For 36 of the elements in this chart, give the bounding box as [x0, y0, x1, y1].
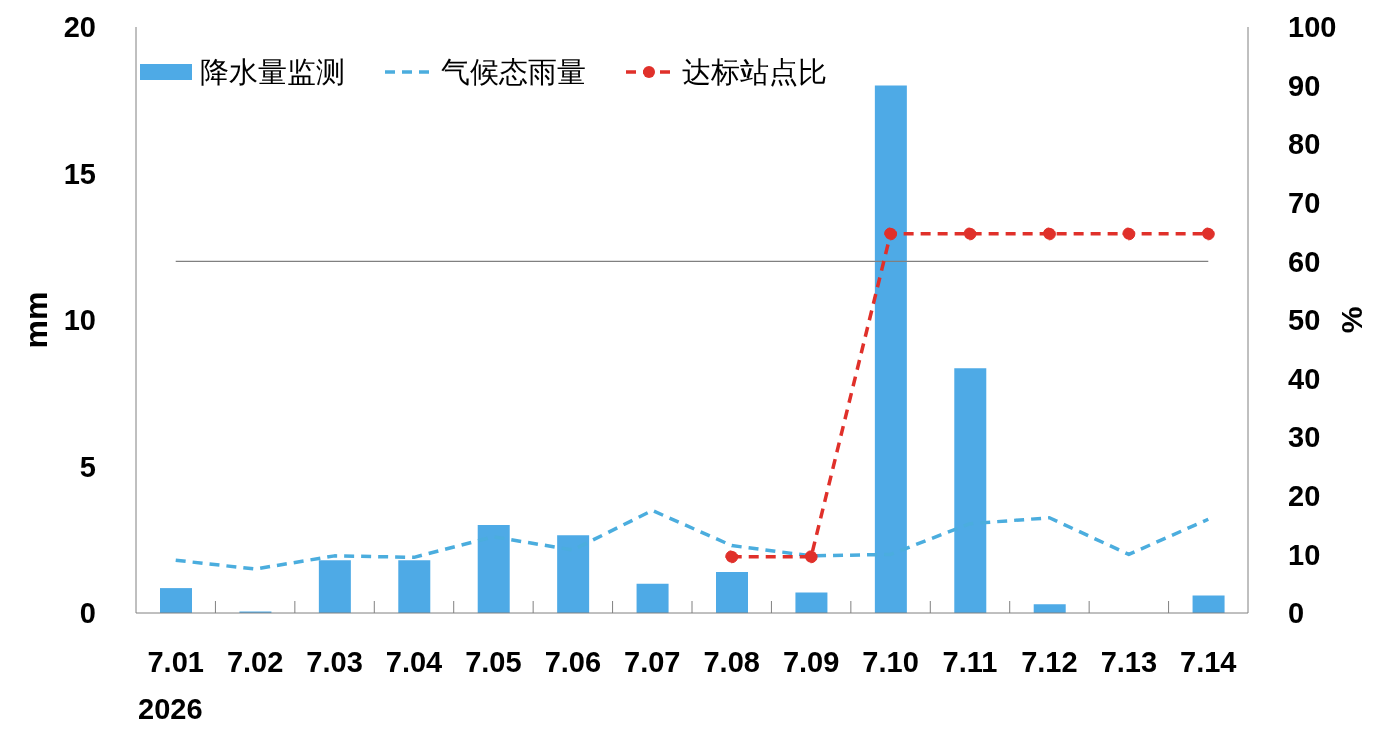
- y-tick-label: 10: [63, 304, 96, 337]
- y2-axis-title: %: [1334, 306, 1368, 334]
- x-tick-label: 7.05: [465, 646, 522, 678]
- y2-tick-label: 60: [1288, 245, 1321, 278]
- legend-label: 达标站点比: [682, 55, 827, 89]
- y2-tick-label: 70: [1288, 187, 1321, 220]
- y2-tick-label: 100: [1288, 11, 1337, 44]
- y-tick-label: 0: [79, 597, 96, 630]
- y2-tick-label: 20: [1288, 480, 1321, 513]
- y-tick-label: 20: [63, 11, 96, 44]
- y2-tick-label: 10: [1288, 538, 1321, 571]
- y-tick-label: 15: [63, 157, 96, 190]
- x-tick-label: 7.06: [544, 646, 602, 678]
- y2-tick-label: 50: [1288, 304, 1321, 337]
- legend-label: 降水量监测: [200, 55, 345, 89]
- y2-tick-label: 0: [1288, 597, 1305, 630]
- x-tick-label: 7.02: [226, 646, 284, 678]
- x-tick-label: 7.14: [1180, 646, 1237, 678]
- y-tick-label: 5: [79, 450, 96, 483]
- x-tick-label: 7.13: [1100, 646, 1158, 678]
- x-tick-label: 7.11: [942, 646, 998, 678]
- y2-tick-label: 80: [1288, 128, 1321, 161]
- x-tick-label: 7.03: [306, 646, 363, 678]
- legend-label: 气候态雨量: [441, 55, 586, 89]
- x-tick-label: 7.01: [147, 646, 204, 678]
- x-tick-label: 7.08: [703, 646, 760, 678]
- y2-tick-label: 30: [1288, 421, 1321, 454]
- text: 2026: [138, 693, 203, 725]
- x-tick-label: 7.09: [782, 646, 840, 678]
- x-tick-label: 7.12: [1021, 646, 1078, 678]
- y2-tick-label: 40: [1288, 362, 1321, 395]
- x-tick-label: 7.04: [385, 646, 443, 678]
- x-tick-label: 7.07: [624, 646, 681, 678]
- x-tick-label: 7.10: [862, 646, 919, 678]
- y2-tick-label: 90: [1288, 69, 1321, 102]
- y-axis-title: mm: [18, 291, 55, 349]
